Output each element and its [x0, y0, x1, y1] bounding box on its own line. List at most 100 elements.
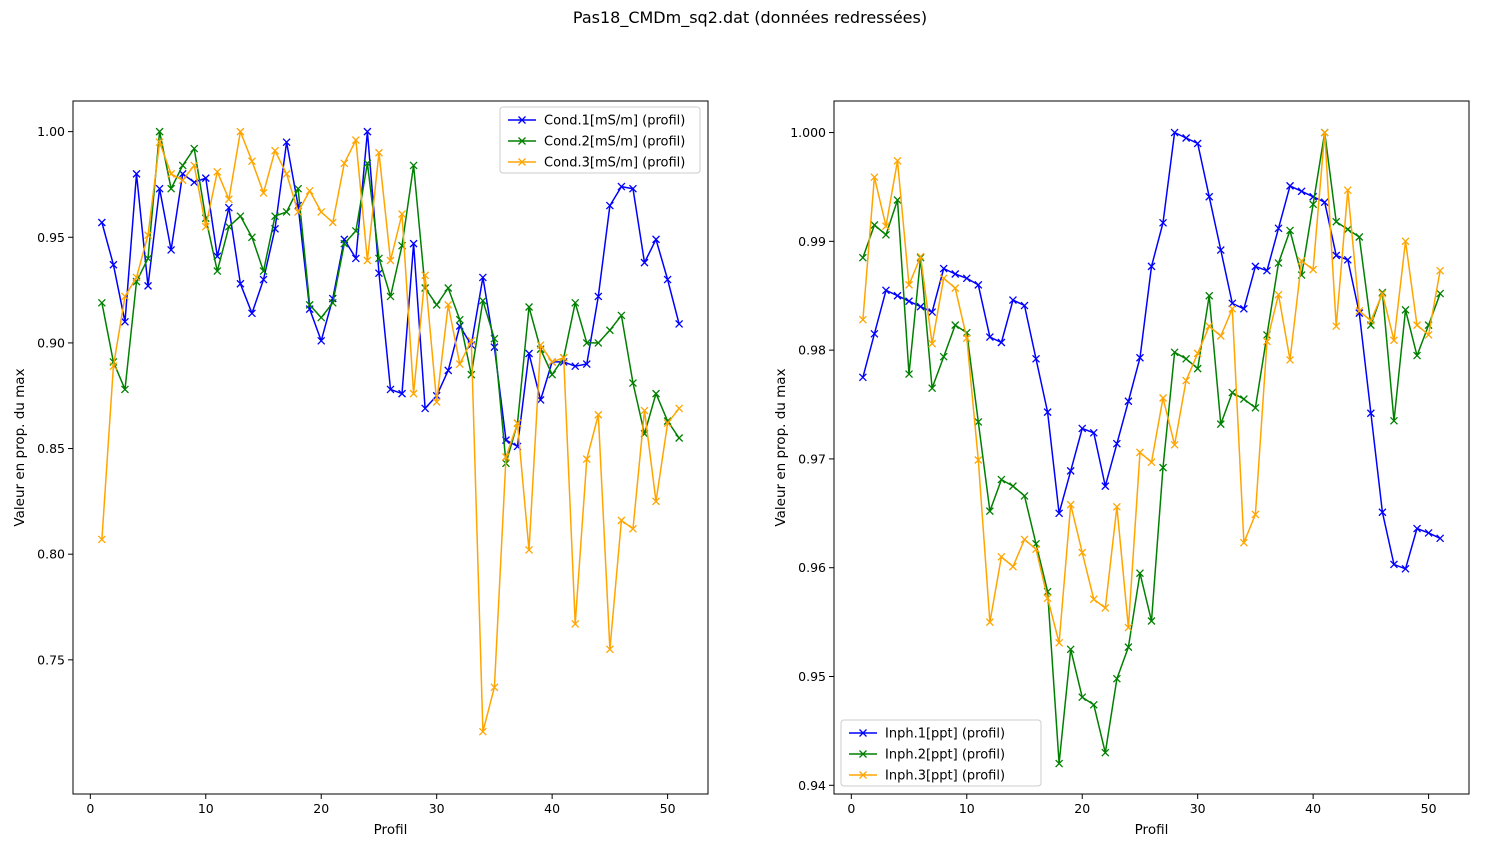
data-point [870, 221, 879, 229]
data-point [571, 362, 580, 371]
data-point [881, 230, 890, 239]
data-point [317, 336, 326, 345]
data-point [305, 186, 314, 195]
data-point [617, 516, 626, 525]
data-point [1193, 139, 1202, 148]
data-point [351, 254, 360, 263]
data-point [478, 273, 487, 282]
data-point [1239, 395, 1248, 404]
data-point [351, 136, 360, 145]
x-tick-label: 30 [1190, 801, 1206, 816]
y-tick-label: 1.000 [790, 125, 826, 140]
data-point [363, 256, 372, 265]
data-point [997, 338, 1006, 347]
data-point [1389, 416, 1398, 425]
data-point [444, 284, 453, 292]
x-tick-label: 40 [544, 801, 560, 816]
data-point [294, 207, 303, 216]
data-point [1274, 224, 1283, 233]
data-point [386, 385, 395, 394]
data-point [317, 207, 326, 216]
data-point [1124, 397, 1133, 406]
data-point [328, 298, 337, 307]
data-point [478, 727, 487, 736]
data-point [1332, 322, 1341, 331]
data-point [605, 201, 614, 210]
data-point [1343, 186, 1352, 195]
y-tick-label: 0.94 [798, 778, 826, 793]
data-point [675, 319, 684, 328]
data-point [628, 524, 637, 533]
legend-entry: Inph.3[ppt] (profil) [885, 769, 1005, 784]
data-point [1170, 440, 1179, 449]
data-point [1101, 604, 1110, 612]
data-point [1286, 226, 1295, 235]
data-point [1066, 645, 1075, 654]
data-point [247, 233, 256, 242]
data-point [1078, 548, 1087, 557]
data-point [236, 279, 245, 288]
plot-area [833, 100, 1470, 795]
data-point [617, 311, 626, 320]
data-point [167, 169, 176, 178]
data-point [1216, 420, 1225, 429]
legend-marker [859, 750, 867, 758]
data-point [1262, 266, 1271, 275]
data-point [1239, 304, 1248, 313]
data-point [1366, 409, 1375, 418]
data-point [1251, 403, 1260, 412]
data-point [490, 343, 499, 352]
data-point [282, 207, 291, 216]
data-point [374, 254, 383, 263]
data-point [571, 298, 580, 307]
data-point [374, 148, 383, 157]
y-tick-label: 0.90 [37, 335, 65, 350]
data-point [1413, 321, 1422, 330]
legend-entry: Inph.2[ppt] (profil) [885, 748, 1005, 763]
data-point [132, 273, 141, 282]
data-point [1193, 349, 1202, 358]
data-point [1055, 759, 1064, 768]
data-point [305, 300, 314, 309]
data-point [1436, 289, 1445, 298]
data-point [1089, 700, 1098, 709]
data-point [525, 303, 534, 311]
y-tick-label: 0.99 [798, 234, 826, 249]
data-point [663, 275, 672, 284]
data-point [1055, 638, 1064, 647]
data-point [1401, 564, 1410, 573]
data-point [1182, 376, 1191, 385]
y-tick-label: 0.97 [798, 451, 826, 466]
data-point [340, 239, 349, 248]
data-point [1424, 330, 1433, 339]
data-point [652, 235, 661, 244]
data-point [1262, 337, 1271, 346]
y-tick-label: 0.95 [798, 669, 826, 684]
y-tick-label: 0.85 [37, 441, 65, 456]
data-point [594, 410, 603, 419]
x-tick-label: 10 [959, 801, 975, 816]
data-point [282, 169, 291, 178]
data-point [328, 218, 337, 227]
data-point [120, 292, 129, 301]
data-point [663, 417, 672, 426]
data-point [881, 286, 890, 295]
legend: Cond.1[mS/m] (profil) Cond.2[mS/m] (profi… [499, 106, 701, 174]
data-point [294, 184, 303, 193]
data-point [444, 300, 453, 309]
data-point [213, 267, 222, 276]
data-point [1043, 408, 1052, 417]
data-point [881, 222, 890, 231]
y-tick-label: 0.98 [798, 343, 826, 358]
data-point [271, 146, 280, 155]
data-point [271, 212, 280, 221]
data-point [213, 167, 222, 176]
y-tick-label: 0.96 [798, 560, 826, 575]
data-point [559, 353, 568, 362]
data-point [652, 497, 661, 506]
data-point [155, 138, 164, 147]
data-point [928, 339, 937, 348]
data-point [421, 271, 430, 280]
y-tick-label: 0.95 [37, 230, 65, 245]
data-point [490, 683, 499, 692]
